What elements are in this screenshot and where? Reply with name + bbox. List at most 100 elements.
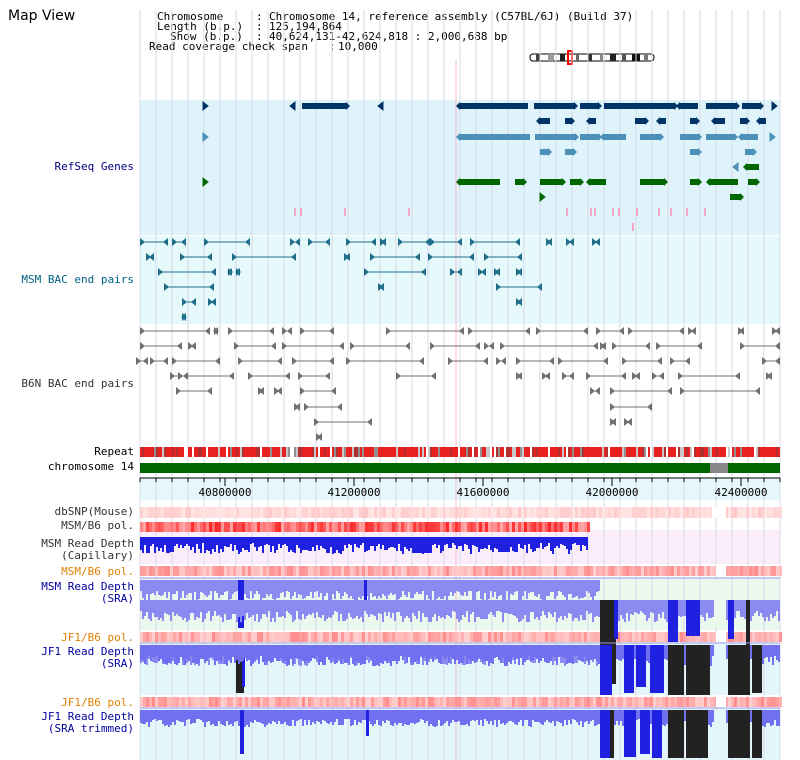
read-depth-bar — [540, 600, 542, 616]
repeat-segment — [694, 447, 696, 457]
polymorphism-cell — [143, 632, 146, 642]
polymorphism-cell — [146, 566, 149, 576]
polymorphism-cell — [551, 632, 554, 642]
read-depth-bar — [296, 580, 298, 598]
polymorphism-cell — [257, 566, 260, 576]
read-depth-bar — [392, 645, 394, 661]
polymorphism-cell — [527, 632, 530, 642]
polymorphism-cell — [665, 697, 668, 707]
read-depth-bar — [314, 600, 316, 618]
polymorphism-cell — [140, 522, 143, 532]
polymorphism-cell — [482, 632, 485, 642]
read-depth-bar — [362, 537, 364, 543]
read-depth-bar — [200, 710, 202, 720]
read-depth-bar — [550, 580, 552, 592]
repeat-segment — [202, 447, 204, 457]
read-depth-bar — [280, 600, 282, 617]
polymorphism-cell — [674, 507, 677, 518]
bac-end — [457, 238, 462, 246]
gene-feature — [540, 118, 550, 124]
read-depth-bar — [544, 600, 546, 615]
polymorphism-cell — [167, 522, 170, 532]
polymorphism-cell — [347, 522, 350, 532]
read-depth-bar — [326, 537, 328, 553]
repeat-segment — [142, 447, 144, 457]
read-depth-bar — [506, 645, 508, 665]
read-depth-bar — [296, 600, 298, 611]
polymorphism-cell — [518, 522, 521, 532]
read-depth-bar — [574, 710, 576, 720]
read-depth-bar — [284, 710, 286, 722]
polymorphism-cell — [431, 632, 434, 642]
read-depth-bar — [464, 710, 466, 725]
polymorphism-cell — [380, 697, 383, 707]
polymorphism-cell — [275, 522, 278, 532]
read-depth-bar — [472, 580, 474, 600]
read-depth-spike — [752, 645, 762, 693]
polymorphism-cell — [578, 566, 581, 576]
polymorphism-cell — [236, 507, 239, 518]
read-depth-bar — [502, 537, 504, 552]
polymorphism-cell — [566, 697, 569, 707]
read-depth-bar — [482, 710, 484, 726]
bac-end — [697, 342, 702, 350]
polymorphism-cell — [290, 507, 293, 518]
read-depth-bar — [380, 580, 382, 598]
read-depth-bar — [212, 537, 214, 549]
polymorphism-cell — [662, 566, 665, 576]
polymorphism-cell — [503, 566, 506, 576]
polymorphism-cell — [650, 632, 653, 642]
read-depth-bar — [620, 645, 622, 661]
polymorphism-cell — [539, 507, 542, 518]
polymorphism-cell — [182, 632, 185, 642]
read-depth-bar — [236, 645, 238, 660]
read-depth-bar — [574, 645, 576, 656]
polymorphism-cell — [701, 507, 704, 518]
read-depth-bar — [208, 645, 210, 658]
bac-end — [182, 298, 187, 306]
read-depth-bar — [512, 600, 514, 615]
polymorphism-cell — [686, 566, 689, 576]
read-depth-bar — [570, 537, 572, 550]
polymorphism-cell — [458, 566, 461, 576]
read-depth-bar — [290, 645, 292, 659]
read-depth-bar — [190, 537, 192, 550]
read-depth-bar — [462, 710, 464, 725]
read-depth-bar — [382, 537, 384, 545]
read-depth-bar — [170, 580, 172, 600]
read-depth-bar — [232, 600, 234, 614]
polymorphism-cell — [587, 697, 590, 707]
polymorphism-cell — [545, 632, 548, 642]
repeat-segment — [700, 447, 702, 457]
read-depth-bar — [250, 645, 252, 666]
read-depth-bar — [578, 645, 580, 660]
read-depth-bar — [272, 580, 274, 599]
read-depth-bar — [158, 537, 160, 551]
read-depth-bar — [626, 600, 628, 613]
read-depth-bar — [702, 600, 704, 617]
read-depth-bar — [286, 537, 288, 546]
read-depth-bar — [404, 645, 406, 656]
polymorphism-cell — [203, 522, 206, 532]
polymorphism-cell — [344, 697, 347, 707]
repeat-segment — [254, 447, 256, 457]
read-depth-bar — [420, 710, 422, 719]
read-depth-bar — [216, 645, 218, 661]
polymorphism-cell — [254, 566, 257, 576]
read-depth-bar — [544, 580, 546, 600]
read-depth-bar — [508, 537, 510, 552]
read-depth-bar — [556, 645, 558, 665]
repeat-segment — [564, 447, 566, 457]
polymorphism-cell — [188, 697, 191, 707]
bac-end — [425, 238, 430, 246]
polymorphism-cell — [395, 566, 398, 576]
bac-end — [688, 327, 693, 335]
polymorphism-cell — [524, 507, 527, 518]
read-depth-bar — [258, 580, 260, 594]
polymorphism-cell — [563, 697, 566, 707]
polymorphism-cell — [647, 566, 650, 576]
polymorphism-cell — [164, 522, 167, 532]
repeat-segment — [248, 447, 250, 457]
read-depth-bar — [484, 580, 486, 593]
